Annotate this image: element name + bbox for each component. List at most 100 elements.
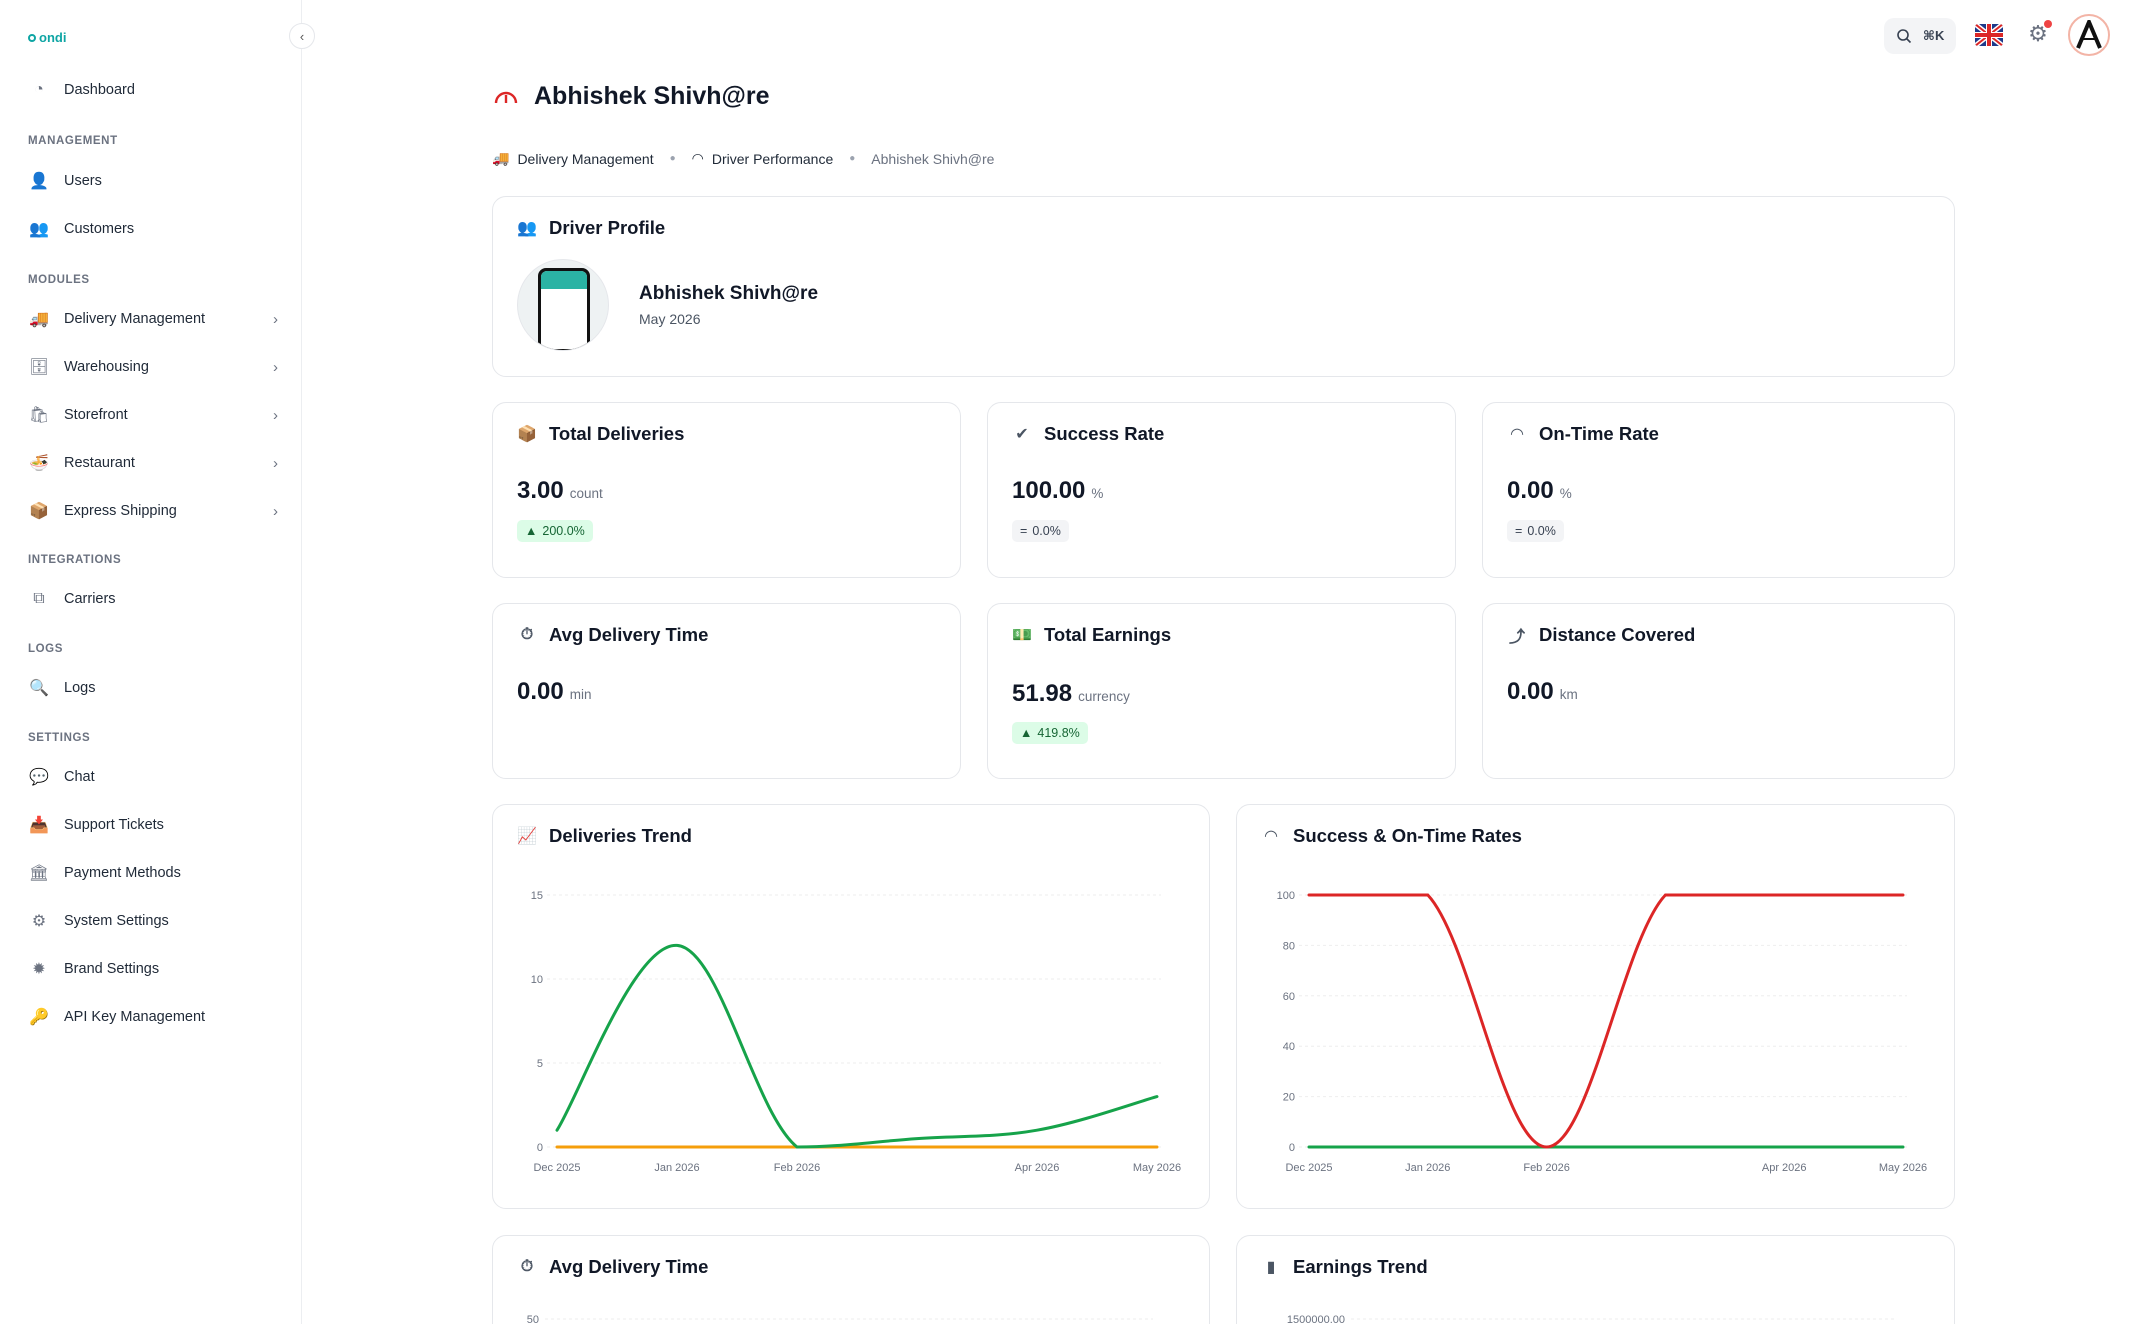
- search-button[interactable]: ⌘K: [1884, 18, 1956, 54]
- y-tick-label: 15: [531, 890, 543, 902]
- card-title-text: Driver Profile: [549, 217, 666, 238]
- success-ontime-chart: 0 20 40 60 80 100 Dec 2025 Jan 2026 Feb 2026 Apr …: [1277, 890, 1928, 1174]
- x-tick-label: Jan 2026: [654, 1162, 699, 1174]
- sidebar-item-logs[interactable]: 🔍 Logs: [28, 671, 278, 705]
- sidebar-item-label: Delivery Management: [64, 311, 206, 327]
- x-tick-label: Dec 2025: [533, 1162, 580, 1174]
- section-logs: LOGS: [28, 643, 63, 655]
- y-tick-label: 100: [1277, 890, 1295, 902]
- section-settings: SETTINGS: [28, 732, 91, 744]
- breadcrumb-item-driver-performance[interactable]: ◠ Driver Performance: [692, 150, 834, 167]
- metric-value: 100.00%: [1012, 477, 1103, 505]
- gauge-icon: ◠: [1510, 426, 1524, 443]
- search-icon: [1896, 29, 1911, 44]
- card-title: 📦 Total Deliveries: [517, 423, 684, 445]
- driver-photo: [517, 259, 609, 351]
- metric-number: 51.98: [1012, 680, 1073, 707]
- avatar[interactable]: [2068, 14, 2110, 56]
- sidebar-item-label: Support Tickets: [64, 817, 164, 833]
- sidebar-item-system-settings[interactable]: ⚙ System Settings: [28, 904, 278, 938]
- y-tick-label: 80: [1283, 940, 1295, 952]
- y-tick-label: 1500000.00: [1287, 1314, 1345, 1324]
- breadcrumb-separator: ●: [669, 153, 676, 164]
- card-title: ⏱ Avg Delivery Time: [517, 624, 709, 646]
- sidebar-item-label: Brand Settings: [64, 961, 160, 977]
- sidebar-item-label: API Key Management: [64, 1009, 206, 1025]
- sidebar-item-brand-settings[interactable]: ✹ Brand Settings: [28, 952, 278, 986]
- log-search-icon: 🔍: [29, 680, 49, 697]
- sidebar-item-storefront[interactable]: 🛍 Storefront ›: [28, 398, 278, 432]
- sidebar-item-customers[interactable]: 👥 Customers: [28, 212, 278, 246]
- sidebar-item-carriers[interactable]: ⧉ Carriers: [28, 582, 278, 616]
- settings-button[interactable]: ⚙: [2024, 20, 2052, 48]
- sidebar-item-payment-methods[interactable]: 🏛 Payment Methods: [28, 856, 278, 890]
- sidebar-item-label: Customers: [64, 221, 135, 237]
- language-flag-uk-icon[interactable]: [1975, 24, 2003, 46]
- card-title: ✔ Success Rate: [1012, 423, 1164, 445]
- chevron-right-icon: ›: [273, 406, 278, 424]
- trend-flat-icon: =: [1020, 524, 1028, 538]
- breadcrumb-item-delivery-management[interactable]: 🚚 Delivery Management: [492, 150, 654, 167]
- sidebar-item-delivery-management[interactable]: 🚚 Delivery Management ›: [28, 302, 278, 336]
- card-title: ⤴ Distance Covered: [1507, 624, 1695, 646]
- sidebar: ondi ◔ Dashboard MANAGEMENT 👤 Users 👥 Cu…: [0, 0, 302, 1324]
- trend-up-icon: ▲: [525, 524, 538, 538]
- chart-card-success-ontime: ◠ Success & On-Time Rates 0 20 40 60 80 100 De…: [1236, 804, 1955, 1209]
- card-title-text: Total Earnings: [1044, 624, 1172, 645]
- card-title-text: Distance Covered: [1539, 624, 1696, 645]
- metric-number: 3.00: [517, 477, 564, 504]
- gauge-icon: [494, 91, 518, 103]
- card-title-text: Avg Delivery Time: [549, 624, 709, 645]
- metric-unit: count: [569, 486, 603, 501]
- card-title: ⏱ Avg Delivery Time: [517, 1256, 709, 1278]
- x-tick-label: May 2026: [1879, 1162, 1927, 1174]
- y-tick-label: 0: [537, 1142, 543, 1154]
- user-gear-icon: ⚙: [31, 913, 47, 930]
- metric-card-distance-covered: ⤴ Distance Covered 0.00 km: [1482, 603, 1955, 779]
- users-icon: 👥: [29, 221, 49, 238]
- money-bill-icon: 💵: [1012, 627, 1032, 644]
- users-icon: 👥: [517, 220, 537, 237]
- sidebar-item-api-key-management[interactable]: 🔑 API Key Management: [28, 1000, 278, 1034]
- truck-icon: 🚚: [492, 150, 510, 166]
- gauge-icon: ◠: [1264, 828, 1278, 845]
- page-title: Abhishek Shivh@re: [492, 82, 770, 111]
- change-badge: ▲ 200.0%: [517, 520, 593, 542]
- sidebar-item-restaurant[interactable]: 🍜 Restaurant ›: [28, 446, 278, 480]
- sidebar-item-users[interactable]: 👤 Users: [28, 164, 278, 198]
- y-tick-label: 5: [537, 1058, 543, 1070]
- sidebar-item-express-shipping[interactable]: 📦 Express Shipping ›: [28, 494, 278, 528]
- sidebar-item-dashboard[interactable]: ◔ Dashboard: [28, 73, 278, 107]
- deliveries-trend-chart: 0 5 10 15 Dec 2025 Jan 2026 Feb 2026 Apr 2026 Ma…: [531, 890, 1181, 1174]
- chevron-left-icon: ‹: [299, 28, 305, 44]
- earnings-trend-chart: 1500000.00: [1287, 1314, 1897, 1324]
- collapse-sidebar-button[interactable]: ‹: [289, 23, 315, 49]
- sidebar-item-label: System Settings: [64, 913, 169, 929]
- change-value: 0.0%: [1527, 524, 1556, 538]
- x-tick-label: Apr 2026: [1015, 1162, 1060, 1174]
- shopping-bag-icon: 🛍: [28, 407, 50, 424]
- x-tick-label: Feb 2026: [1523, 1162, 1569, 1174]
- gear-icon: ⚙: [2028, 21, 2048, 46]
- metric-value: 51.98 currency: [1012, 680, 1130, 708]
- x-tick-label: Feb 2026: [774, 1162, 820, 1174]
- metric-value: 0.00%: [1507, 477, 1572, 505]
- sidebar-item-label: Chat: [64, 769, 95, 785]
- metric-card-success-rate: ✔ Success Rate 100.00% = 0.0%: [987, 402, 1456, 578]
- card-title: ◠ On-Time Rate: [1507, 423, 1659, 445]
- card-title-text: Earnings Trend: [1293, 1256, 1428, 1277]
- change-value: 0.0%: [1032, 524, 1061, 538]
- brand-logo[interactable]: ondi: [28, 30, 66, 45]
- metric-card-on-time-rate: ◠ On-Time Rate 0.00% = 0.0%: [1482, 402, 1955, 578]
- check-circle-icon: ✔: [1015, 426, 1029, 443]
- breadcrumb-label: Delivery Management: [517, 150, 654, 167]
- card-title: ▮ Earnings Trend: [1261, 1256, 1428, 1278]
- sidebar-item-chat[interactable]: 💬 Chat: [28, 760, 278, 794]
- y-tick-label: 0: [1289, 1142, 1295, 1154]
- brand-name: ondi: [39, 30, 67, 45]
- key-icon: 🔑: [29, 1009, 49, 1026]
- metric-number: 100.00: [1012, 477, 1086, 504]
- avg-delivery-time-chart: 50: [527, 1314, 1153, 1324]
- sidebar-item-support-tickets[interactable]: 📥 Support Tickets: [28, 808, 278, 842]
- sidebar-item-warehousing[interactable]: 🗄 Warehousing ›: [28, 350, 278, 384]
